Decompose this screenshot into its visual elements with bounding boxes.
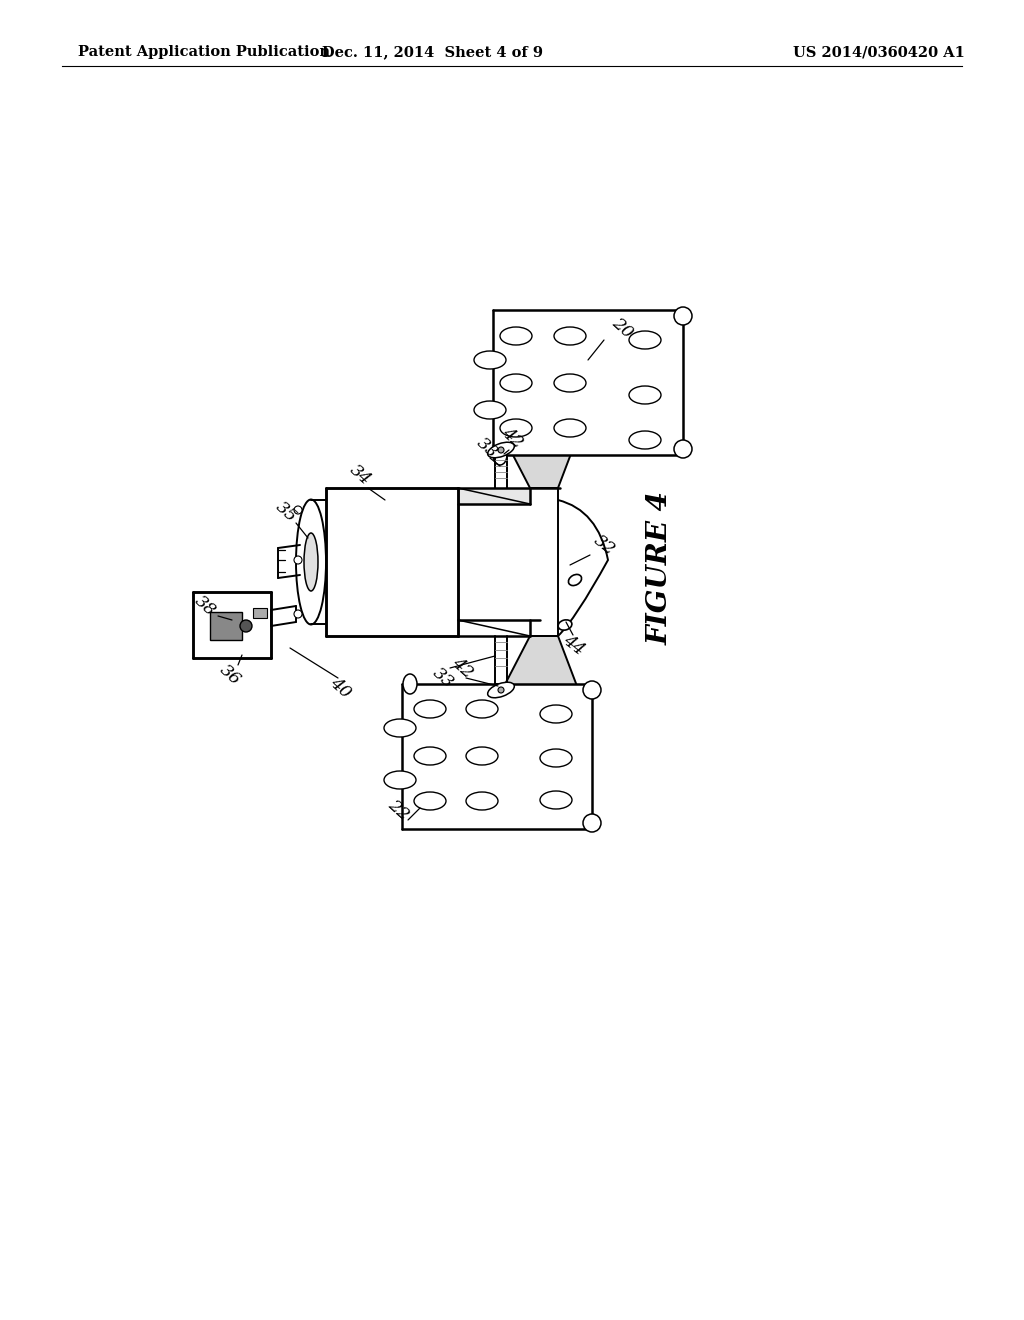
Ellipse shape: [558, 620, 571, 630]
Text: Patent Application Publication: Patent Application Publication: [78, 45, 330, 59]
Bar: [402, 684, 592, 829]
Ellipse shape: [674, 308, 692, 325]
Ellipse shape: [240, 620, 252, 632]
Text: 33: 33: [429, 664, 457, 692]
Ellipse shape: [487, 682, 514, 698]
Ellipse shape: [294, 610, 302, 618]
Ellipse shape: [296, 499, 326, 624]
Text: 20: 20: [608, 314, 636, 342]
Text: 22: 22: [384, 796, 412, 824]
Text: 38: 38: [191, 593, 219, 619]
Bar: [530, 488, 558, 636]
Text: 32: 32: [590, 532, 617, 558]
Polygon shape: [500, 430, 580, 488]
Bar: [458, 488, 530, 504]
Ellipse shape: [500, 327, 532, 345]
Text: US 2014/0360420 A1: US 2014/0360420 A1: [793, 45, 965, 59]
Bar: [326, 488, 458, 636]
Ellipse shape: [466, 700, 498, 718]
Text: 40: 40: [326, 675, 354, 702]
Ellipse shape: [629, 385, 662, 404]
Ellipse shape: [498, 686, 504, 693]
Ellipse shape: [583, 814, 601, 832]
Ellipse shape: [629, 432, 662, 449]
Ellipse shape: [414, 700, 446, 718]
Polygon shape: [500, 636, 580, 694]
Text: 44: 44: [559, 631, 587, 659]
Ellipse shape: [414, 747, 446, 766]
Ellipse shape: [674, 440, 692, 458]
Ellipse shape: [554, 374, 586, 392]
Ellipse shape: [554, 418, 586, 437]
Ellipse shape: [583, 681, 601, 700]
Ellipse shape: [568, 574, 582, 586]
Ellipse shape: [414, 792, 446, 810]
Bar: [193, 591, 271, 657]
Ellipse shape: [487, 442, 514, 458]
Ellipse shape: [294, 556, 302, 564]
Ellipse shape: [540, 748, 572, 767]
Ellipse shape: [540, 791, 572, 809]
Ellipse shape: [403, 675, 417, 694]
Bar: [253, 609, 267, 618]
Ellipse shape: [304, 533, 318, 591]
Ellipse shape: [294, 506, 302, 513]
Text: 33: 33: [473, 434, 501, 462]
Ellipse shape: [474, 401, 506, 418]
Text: 34: 34: [346, 461, 374, 488]
Ellipse shape: [493, 445, 507, 465]
Ellipse shape: [554, 327, 586, 345]
Ellipse shape: [500, 374, 532, 392]
Ellipse shape: [384, 771, 416, 789]
Text: Dec. 11, 2014  Sheet 4 of 9: Dec. 11, 2014 Sheet 4 of 9: [322, 45, 543, 59]
Ellipse shape: [500, 418, 532, 437]
Text: FIGURE 4: FIGURE 4: [646, 491, 674, 645]
Text: 35: 35: [272, 499, 300, 525]
Bar: [493, 309, 683, 454]
Ellipse shape: [466, 747, 498, 766]
Ellipse shape: [384, 719, 416, 737]
Ellipse shape: [474, 351, 506, 370]
Text: 36: 36: [216, 661, 244, 689]
Ellipse shape: [629, 331, 662, 348]
Text: 42: 42: [449, 655, 476, 681]
Ellipse shape: [466, 792, 498, 810]
Text: 42: 42: [498, 424, 526, 451]
Bar: [210, 612, 242, 640]
Ellipse shape: [498, 447, 504, 453]
Ellipse shape: [540, 705, 572, 723]
